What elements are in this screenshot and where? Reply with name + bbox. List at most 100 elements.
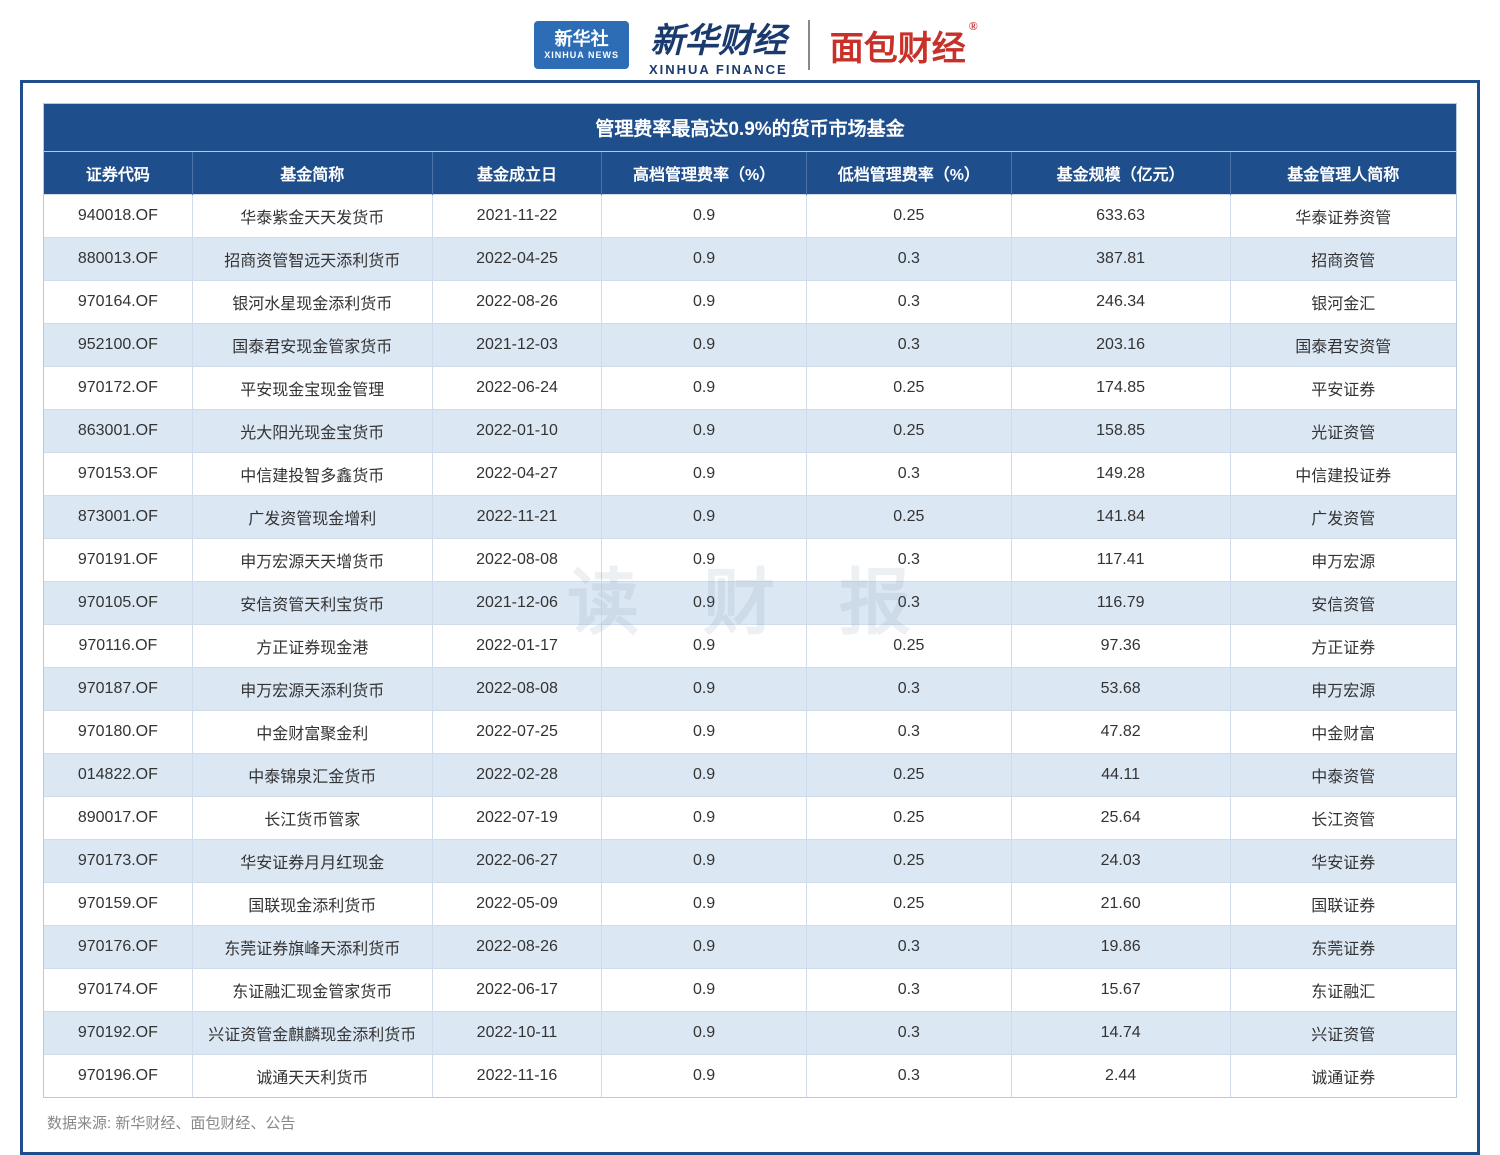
table-cell: 0.9 <box>602 797 807 840</box>
table-cell: 0.9 <box>602 367 807 410</box>
table-cell: 方正证券现金港 <box>192 625 432 668</box>
table-cell: 970176.OF <box>44 926 192 969</box>
table-cell: 0.25 <box>806 367 1011 410</box>
table-cell: 633.63 <box>1011 195 1230 238</box>
table-cell: 兴证资管 <box>1230 1012 1456 1055</box>
header-logos: 新华社 XINHUA NEWS 新华财经 XINHUA FINANCE 面包财经… <box>0 0 1500 80</box>
table-cell: 0.25 <box>806 797 1011 840</box>
table-cell: 970196.OF <box>44 1055 192 1098</box>
table-cell: 华安证券 <box>1230 840 1456 883</box>
table-cell: 2022-06-17 <box>432 969 601 1012</box>
table-cell: 952100.OF <box>44 324 192 367</box>
table-cell: 2021-11-22 <box>432 195 601 238</box>
col-header: 高档管理费率（%） <box>602 152 807 195</box>
table-cell: 2022-07-19 <box>432 797 601 840</box>
table-cell: 0.9 <box>602 926 807 969</box>
table-cell: 880013.OF <box>44 238 192 281</box>
table-cell: 2022-11-21 <box>432 496 601 539</box>
table-cell: 中金财富 <box>1230 711 1456 754</box>
registered-mark: ® <box>969 19 978 34</box>
table-cell: 安信资管 <box>1230 582 1456 625</box>
table-cell: 0.9 <box>602 496 807 539</box>
table-cell: 华泰紫金天天发货币 <box>192 195 432 238</box>
table-cell: 0.25 <box>806 195 1011 238</box>
table-cell: 2022-08-08 <box>432 668 601 711</box>
table-cell: 光大阳光现金宝货币 <box>192 410 432 453</box>
table-cell: 53.68 <box>1011 668 1230 711</box>
table-cell: 970116.OF <box>44 625 192 668</box>
table-row: 970174.OF东证融汇现金管家货币2022-06-170.90.315.67… <box>44 969 1456 1012</box>
table-row: 970192.OF兴证资管金麒麟现金添利货币2022-10-110.90.314… <box>44 1012 1456 1055</box>
content-frame: 读 财 报 管理费率最高达0.9%的货币市场基金 证券代码 基金简称 基金成立日… <box>20 80 1480 1155</box>
table-cell: 2022-08-26 <box>432 926 601 969</box>
table-cell: 0.25 <box>806 410 1011 453</box>
table-row: 890017.OF长江货币管家2022-07-190.90.2525.64长江资… <box>44 797 1456 840</box>
table-cell: 149.28 <box>1011 453 1230 496</box>
table-cell: 国泰君安资管 <box>1230 324 1456 367</box>
col-header: 证券代码 <box>44 152 192 195</box>
table-cell: 东证融汇 <box>1230 969 1456 1012</box>
table-cell: 0.3 <box>806 324 1011 367</box>
table-cell: 中泰锦泉汇金货币 <box>192 754 432 797</box>
xinhua-news-badge: 新华社 XINHUA NEWS <box>534 21 629 69</box>
table-cell: 中信建投智多鑫货币 <box>192 453 432 496</box>
table-cell: 14.74 <box>1011 1012 1230 1055</box>
table-cell: 2022-04-27 <box>432 453 601 496</box>
table-cell: 2.44 <box>1011 1055 1230 1098</box>
table-cell: 2022-08-26 <box>432 281 601 324</box>
table-row: 880013.OF招商资管智远天添利货币2022-04-250.90.3387.… <box>44 238 1456 281</box>
table-cell: 申万宏源 <box>1230 539 1456 582</box>
table-cell: 21.60 <box>1011 883 1230 926</box>
table-cell: 47.82 <box>1011 711 1230 754</box>
table-cell: 0.9 <box>602 582 807 625</box>
table-cell: 安信资管天利宝货币 <box>192 582 432 625</box>
table-cell: 24.03 <box>1011 840 1230 883</box>
table-cell: 0.25 <box>806 754 1011 797</box>
table-cell: 2022-10-11 <box>432 1012 601 1055</box>
table-cell: 0.25 <box>806 883 1011 926</box>
table-cell: 申万宏源天添利货币 <box>192 668 432 711</box>
col-header: 基金管理人简称 <box>1230 152 1456 195</box>
table-cell: 0.9 <box>602 281 807 324</box>
table-row: 970172.OF平安现金宝现金管理2022-06-240.90.25174.8… <box>44 367 1456 410</box>
table-cell: 东证融汇现金管家货币 <box>192 969 432 1012</box>
table-cell: 116.79 <box>1011 582 1230 625</box>
table-cell: 方正证券 <box>1230 625 1456 668</box>
table-cell: 申万宏源天天增货币 <box>192 539 432 582</box>
xinhua-badge-cn: 新华社 <box>555 29 609 49</box>
table-cell: 0.25 <box>806 840 1011 883</box>
table-cell: 970192.OF <box>44 1012 192 1055</box>
table-row: 014822.OF中泰锦泉汇金货币2022-02-280.90.2544.11中… <box>44 754 1456 797</box>
table-cell: 0.9 <box>602 840 807 883</box>
mianbao-text: 面包财经 <box>830 31 966 68</box>
table-cell: 2022-02-28 <box>432 754 601 797</box>
xinhua-finance-en: XINHUA FINANCE <box>649 62 788 77</box>
table-cell: 银河水星现金添利货币 <box>192 281 432 324</box>
table-cell: 0.3 <box>806 453 1011 496</box>
table-cell: 0.25 <box>806 625 1011 668</box>
table-cell: 44.11 <box>1011 754 1230 797</box>
table-cell: 0.9 <box>602 711 807 754</box>
table-row: 970187.OF申万宏源天添利货币2022-08-080.90.353.68申… <box>44 668 1456 711</box>
table-row: 970180.OF中金财富聚金利2022-07-250.90.347.82中金财… <box>44 711 1456 754</box>
table-cell: 2022-05-09 <box>432 883 601 926</box>
table-cell: 15.67 <box>1011 969 1230 1012</box>
col-header: 基金规模（亿元） <box>1011 152 1230 195</box>
table-cell: 141.84 <box>1011 496 1230 539</box>
table-cell: 970174.OF <box>44 969 192 1012</box>
mianbao-logo: 面包财经 ® <box>830 21 966 70</box>
table-cell: 0.3 <box>806 926 1011 969</box>
table-cell: 中金财富聚金利 <box>192 711 432 754</box>
table-row: 970164.OF银河水星现金添利货币2022-08-260.90.3246.3… <box>44 281 1456 324</box>
table-cell: 2022-01-10 <box>432 410 601 453</box>
table-cell: 广发资管现金增利 <box>192 496 432 539</box>
table-cell: 0.9 <box>602 754 807 797</box>
table-cell: 0.3 <box>806 1012 1011 1055</box>
table-title: 管理费率最高达0.9%的货币市场基金 <box>44 104 1456 152</box>
table-cell: 203.16 <box>1011 324 1230 367</box>
table-cell: 东莞证券旗峰天添利货币 <box>192 926 432 969</box>
table-row: 970176.OF东莞证券旗峰天添利货币2022-08-260.90.319.8… <box>44 926 1456 969</box>
xinhua-badge-en: XINHUA NEWS <box>544 50 619 61</box>
table-cell: 0.3 <box>806 711 1011 754</box>
table-cell: 招商资管 <box>1230 238 1456 281</box>
